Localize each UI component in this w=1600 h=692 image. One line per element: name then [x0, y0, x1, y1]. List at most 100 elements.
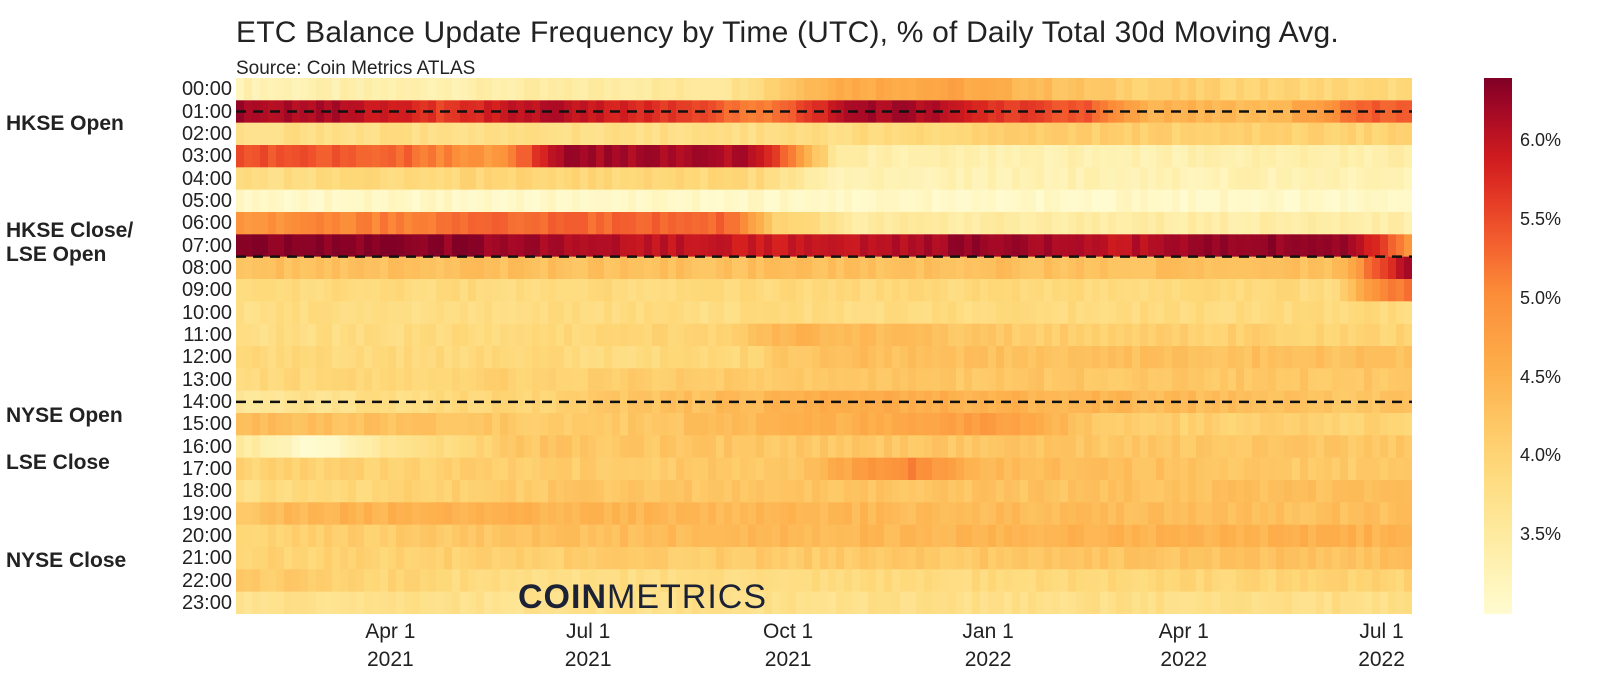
heatmap-cell — [1348, 390, 1357, 414]
heatmap-cell — [1316, 122, 1325, 146]
heatmap-cell — [764, 569, 773, 592]
heatmap-cell — [1132, 78, 1141, 101]
heatmap-cell — [780, 480, 789, 503]
heatmap-cell — [772, 212, 781, 235]
heatmap-cell — [1308, 524, 1317, 548]
heatmap-cell — [740, 234, 749, 257]
heatmap-cell — [484, 569, 493, 592]
heatmap-cell — [1140, 547, 1149, 570]
heatmap-cell — [652, 524, 661, 548]
heatmap-cell — [796, 480, 805, 503]
heatmap-cell — [772, 368, 781, 391]
heatmap-cell — [956, 145, 965, 168]
heatmap-cell — [724, 145, 733, 168]
heatmap-cell — [1276, 212, 1285, 235]
heatmap-cell — [556, 591, 565, 614]
heatmap-cell — [556, 457, 565, 481]
heatmap-cell — [1292, 368, 1301, 391]
heatmap-cell — [812, 301, 821, 324]
heatmap-cell — [932, 167, 941, 190]
heatmap-cell — [452, 167, 461, 190]
y-tick-label: 21:00 — [181, 547, 232, 570]
heatmap-cell — [516, 279, 525, 302]
heatmap-cell — [652, 167, 661, 190]
heatmap-cell — [532, 502, 541, 525]
heatmap-cell — [1092, 480, 1101, 503]
heatmap-cell — [1308, 569, 1317, 592]
heatmap-cell — [444, 279, 453, 302]
heatmap-cell — [1340, 457, 1349, 481]
heatmap-cell — [1196, 189, 1205, 213]
heatmap-cell — [1380, 167, 1389, 190]
heatmap-cell — [508, 279, 517, 302]
session-label: NYSE Open — [6, 404, 123, 428]
heatmap-cell — [668, 301, 677, 324]
heatmap-cell — [692, 256, 701, 280]
heatmap-cell — [580, 457, 589, 481]
heatmap-cell — [860, 390, 869, 414]
heatmap-cell — [268, 323, 277, 347]
heatmap-cell — [1260, 279, 1269, 302]
heatmap-cell — [900, 189, 909, 213]
heatmap-cell — [1252, 569, 1261, 592]
heatmap-cell — [1284, 346, 1293, 369]
heatmap-cell — [460, 212, 469, 235]
heatmap-cell — [1012, 524, 1021, 548]
heatmap-cell — [1180, 346, 1189, 369]
heatmap-cell — [428, 279, 437, 302]
heatmap-cell — [388, 547, 397, 570]
heatmap-cell — [516, 167, 525, 190]
heatmap-cell — [1364, 145, 1373, 168]
heatmap-cell — [1180, 591, 1189, 614]
heatmap-cell — [428, 323, 437, 347]
heatmap-cell — [444, 212, 453, 235]
heatmap-cell — [732, 212, 741, 235]
heatmap-cell — [1388, 480, 1397, 503]
heatmap-cell — [484, 301, 493, 324]
heatmap-cell — [1284, 502, 1293, 525]
heatmap-cell — [908, 212, 917, 235]
heatmap-cell — [300, 212, 309, 235]
heatmap-cell — [756, 234, 765, 257]
heatmap-cell — [388, 502, 397, 525]
heatmap-cell — [844, 480, 853, 503]
heatmap-cell — [644, 122, 653, 146]
heatmap-cell — [580, 480, 589, 503]
heatmap-cell — [1220, 435, 1229, 458]
heatmap-cell — [956, 390, 965, 414]
heatmap-cell — [580, 189, 589, 213]
heatmap-cell — [764, 524, 773, 548]
heatmap-cell — [900, 547, 909, 570]
heatmap-cell — [1292, 323, 1301, 347]
heatmap-cell — [476, 323, 485, 347]
heatmap-cell — [1228, 212, 1237, 235]
heatmap-cell — [644, 368, 653, 391]
heatmap-cell — [780, 413, 789, 436]
heatmap-cell — [908, 234, 917, 257]
heatmap-cell — [1004, 323, 1013, 347]
heatmap-cell — [1332, 524, 1341, 548]
heatmap-cell — [1324, 346, 1333, 369]
heatmap-cell — [1340, 346, 1349, 369]
heatmap-cell — [1276, 323, 1285, 347]
heatmap-cell — [940, 502, 949, 525]
heatmap-cell — [788, 413, 797, 436]
heatmap-cell — [1004, 78, 1013, 101]
heatmap-cell — [260, 145, 269, 168]
heatmap-cell — [1356, 457, 1365, 481]
heatmap-cell — [956, 279, 965, 302]
heatmap-cell — [924, 78, 933, 101]
heatmap-cell — [900, 524, 909, 548]
heatmap-cell — [724, 435, 733, 458]
heatmap-cell — [1044, 323, 1053, 347]
heatmap-cell — [716, 547, 725, 570]
heatmap-cell — [1244, 346, 1253, 369]
heatmap-cell — [1396, 122, 1405, 146]
heatmap-cell — [1028, 78, 1037, 101]
heatmap-cell — [820, 346, 829, 369]
heatmap-cell — [252, 323, 261, 347]
heatmap-cell — [332, 569, 341, 592]
heatmap-cell — [1188, 413, 1197, 436]
heatmap-cell — [956, 346, 965, 369]
heatmap-cell — [884, 435, 893, 458]
